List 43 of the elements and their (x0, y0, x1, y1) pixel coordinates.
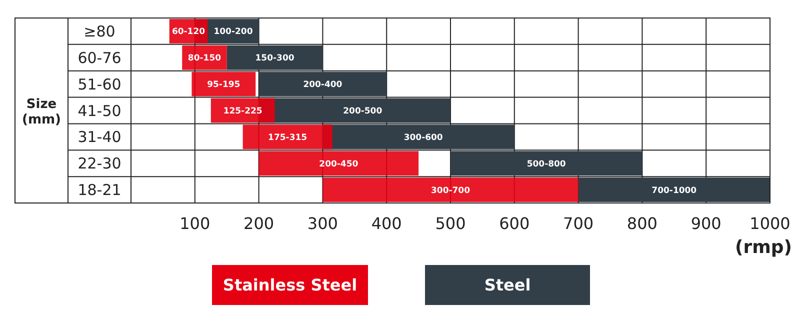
y-tick-label: 60-76 (78, 48, 122, 67)
data-label: 200-400 (303, 80, 342, 90)
text: Stainless Steel (222, 276, 358, 295)
data-label: 700-1000 (652, 186, 697, 196)
x-tick-label: 500 (435, 214, 466, 233)
x-tick-label: 100 (180, 214, 210, 233)
data-label: 125-225 (223, 106, 262, 116)
y-tick-label: 22-30 (78, 154, 122, 173)
x-tick-label: 300 (307, 214, 338, 233)
y-tick-label: 31-40 (78, 128, 122, 146)
data-label: 95-195 (207, 80, 240, 90)
data-label: 300-700 (430, 186, 470, 196)
bar (450, 151, 642, 176)
bar (226, 45, 323, 70)
data-label: 300-600 (404, 132, 443, 143)
x-tick-label: 1000 (750, 214, 790, 233)
x-tick-label: 900 (690, 214, 722, 233)
bar (242, 124, 332, 150)
x-tick-label: 800 (626, 214, 658, 233)
data-label: 500-800 (526, 159, 566, 170)
data-label: 150-300 (255, 54, 294, 64)
y-tick-label: 18-21 (78, 181, 122, 200)
data-label: 175-315 (268, 132, 308, 143)
bar (258, 72, 387, 96)
y-tick-label: 51-60 (78, 75, 122, 94)
y-tick-label: 41-50 (78, 102, 122, 120)
x-tick-label: 400 (371, 214, 402, 233)
bar (578, 178, 770, 202)
data-label: 200-450 (319, 159, 358, 170)
y-axis-title: Size (mm) (22, 96, 61, 128)
y-tick-label: ≥80 (84, 22, 116, 40)
x-tick-label: 200 (244, 214, 274, 233)
x-tick-label: 600 (499, 214, 530, 233)
bar (322, 178, 578, 202)
data-label: 60-120 (172, 27, 206, 38)
x-tick-label: 700 (563, 214, 594, 233)
x-axis-title: (rmp) (735, 237, 792, 258)
text: Steel (484, 276, 531, 295)
data-label: 200-500 (343, 106, 382, 116)
data-label: 80-150 (188, 54, 222, 64)
data-label: 100-200 (214, 27, 253, 38)
bar (192, 72, 256, 96)
bar (258, 151, 419, 176)
